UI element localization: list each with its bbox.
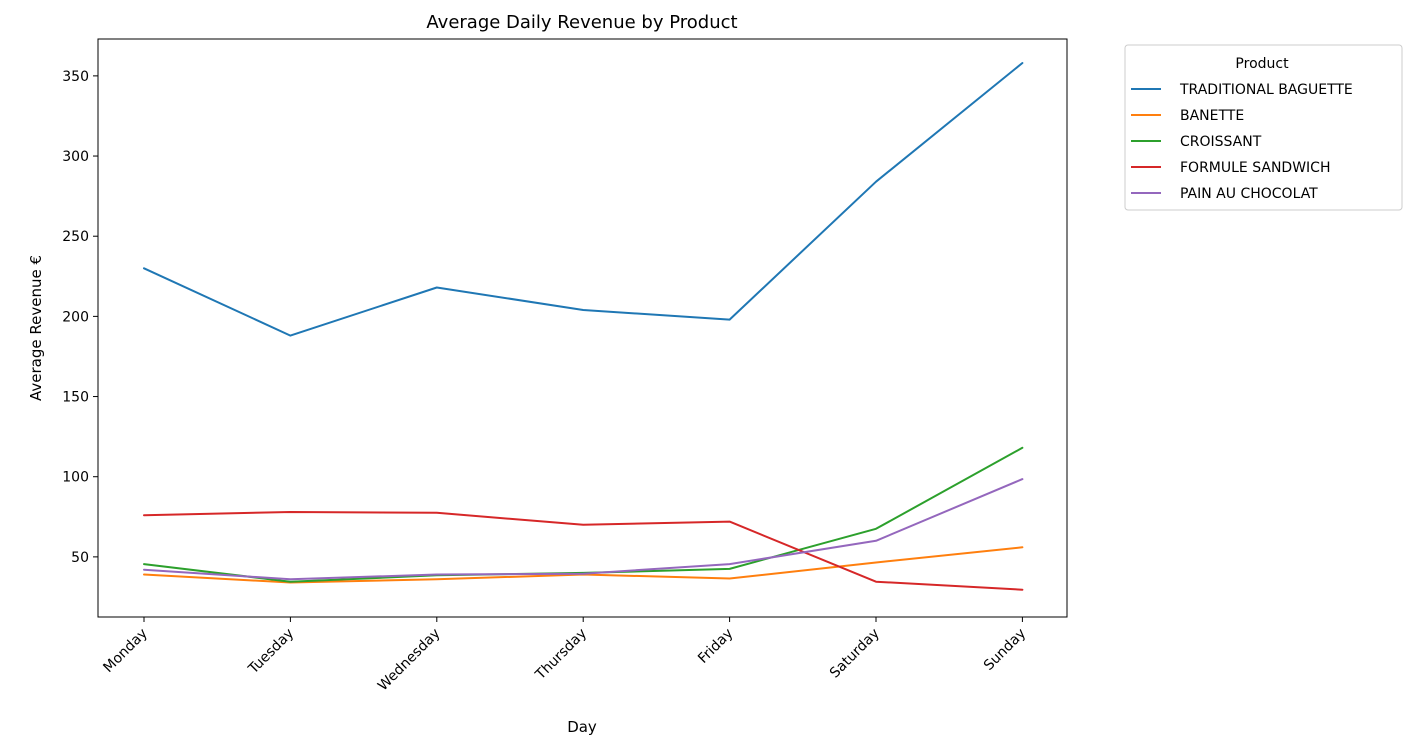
legend-item: FORMULE SANDWICH xyxy=(1131,160,1330,176)
legend-label: TRADITIONAL BAGUETTE xyxy=(1179,82,1353,98)
legend-item: TRADITIONAL BAGUETTE xyxy=(1131,82,1353,98)
y-tick-label: 250 xyxy=(62,229,89,245)
legend-item: CROISSANT xyxy=(1131,134,1262,150)
x-axis-label: Day xyxy=(567,718,597,736)
y-axis-label: Average Revenue € xyxy=(27,255,45,401)
legend-label: FORMULE SANDWICH xyxy=(1180,160,1330,176)
x-tick-label: Monday xyxy=(100,626,150,676)
y-axis: 50 100 150 200 250 300 350 xyxy=(62,69,98,566)
legend-item: BANETTE xyxy=(1131,108,1244,124)
x-axis: Monday Tuesday Wednesday Thursday Friday Satu… xyxy=(100,617,1029,694)
legend-title: Product xyxy=(1235,56,1289,72)
series-layer xyxy=(143,62,1024,591)
y-tick-label: 150 xyxy=(62,390,89,406)
series-line-traditional-baguette xyxy=(143,62,1024,337)
series-line-formule-sandwich xyxy=(143,511,1024,591)
chart-title: Average Daily Revenue by Product xyxy=(426,12,737,33)
y-tick-label: 50 xyxy=(71,550,89,566)
plot-frame xyxy=(97,38,1068,618)
legend-label: BANETTE xyxy=(1180,108,1244,124)
legend-frame xyxy=(1124,44,1403,211)
y-tick-label: 300 xyxy=(62,149,89,165)
y-tick-label: 200 xyxy=(62,309,89,325)
legend-label: CROISSANT xyxy=(1180,134,1262,150)
x-tick-label: Thursday xyxy=(532,626,590,684)
legend-label: PAIN AU CHOCOLAT xyxy=(1180,186,1318,202)
y-tick-label: 350 xyxy=(62,69,89,85)
x-tick-label: Wednesday xyxy=(375,626,444,695)
x-tick-label: Friday xyxy=(695,626,736,667)
legend: Product TRADITIONAL BAGUETTE BANETTE CROIS… xyxy=(1124,44,1403,211)
x-tick-label: Saturday xyxy=(827,626,883,682)
series-line-pain-au-chocolat xyxy=(143,478,1024,581)
legend-items: TRADITIONAL BAGUETTE BANETTE CROISSANT FORM… xyxy=(1131,82,1353,202)
series-line-banette xyxy=(143,546,1024,584)
x-tick-label: Tuesday xyxy=(245,626,297,678)
y-tick-label: 100 xyxy=(62,470,89,486)
x-tick-label: Sunday xyxy=(981,626,1029,674)
legend-item: PAIN AU CHOCOLAT xyxy=(1131,186,1318,202)
